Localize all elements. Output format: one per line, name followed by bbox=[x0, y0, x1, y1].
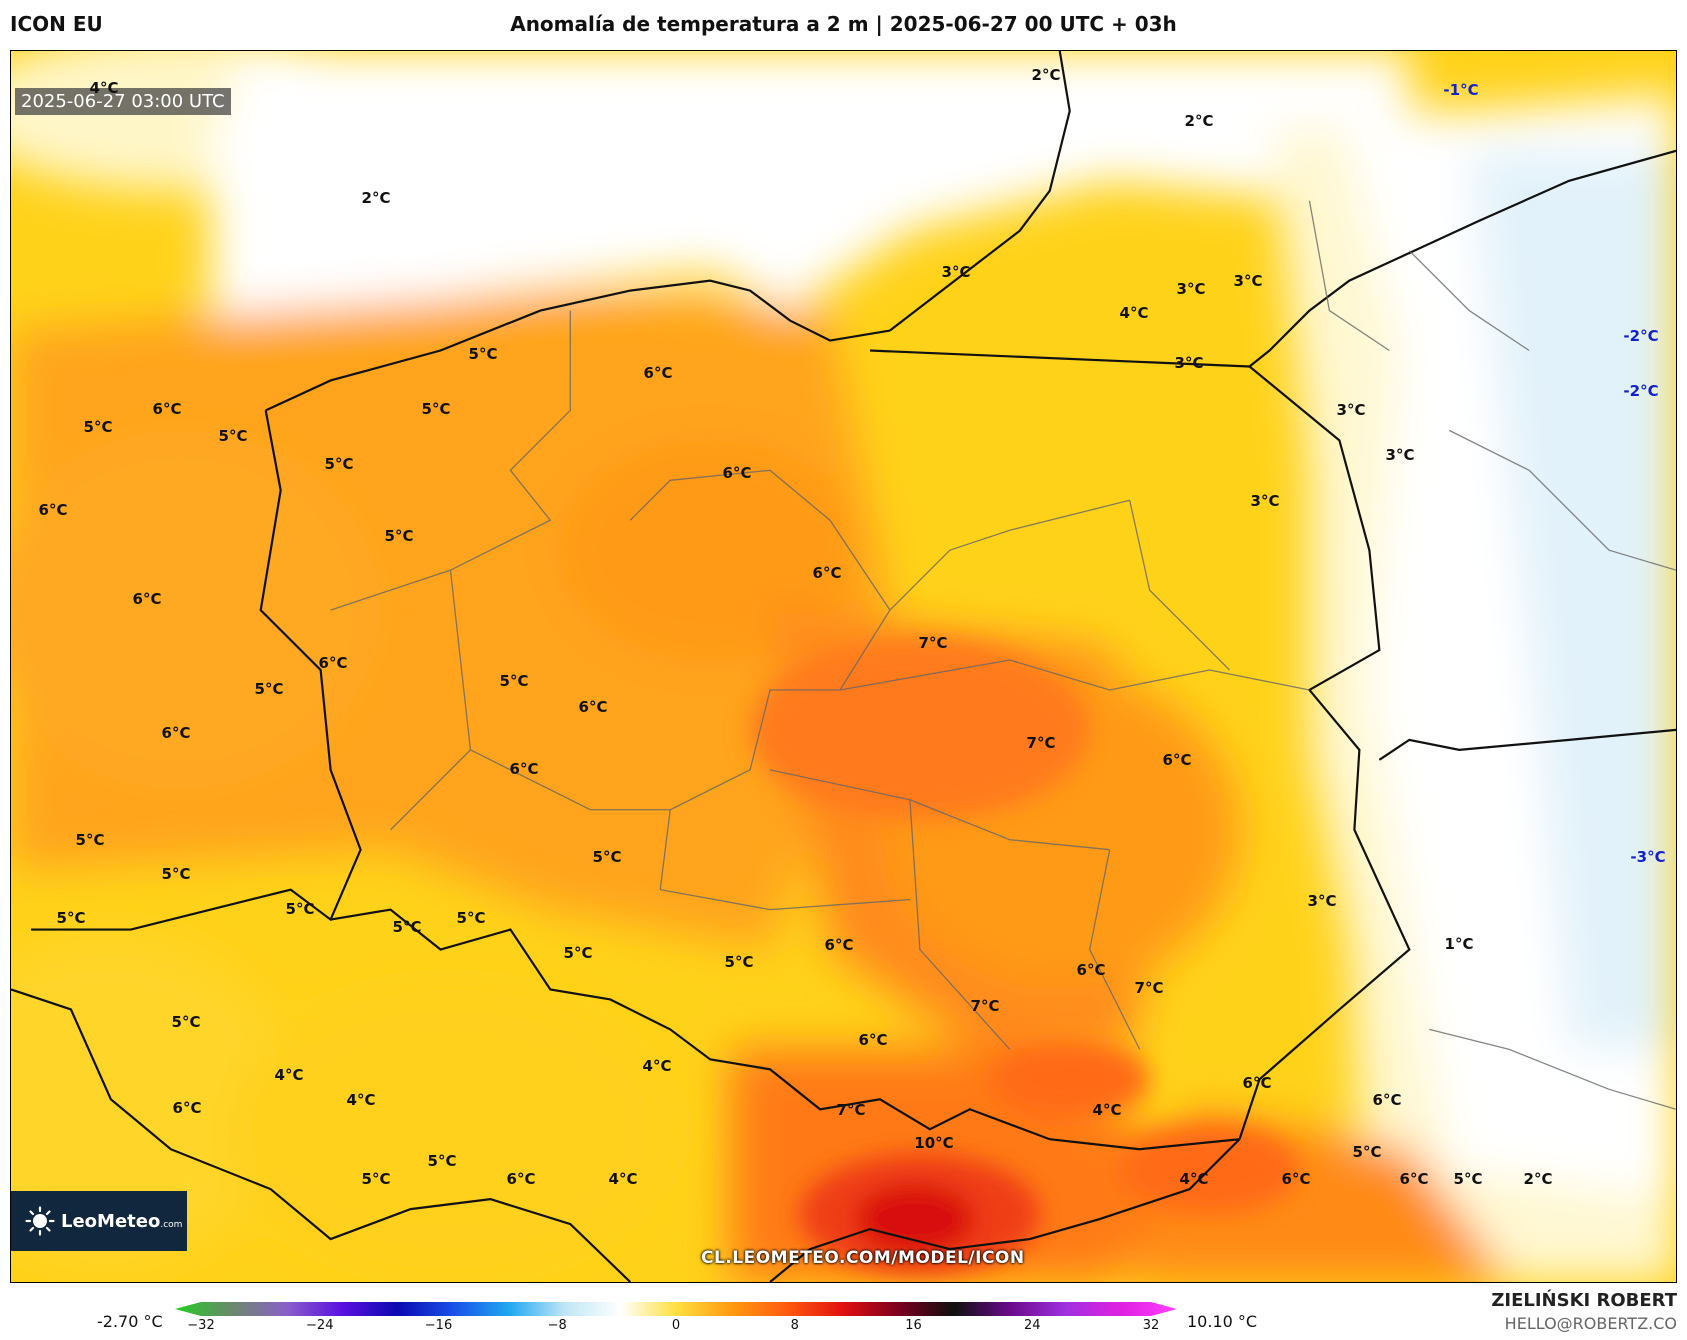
temperature-label: 2°C bbox=[361, 189, 391, 207]
colorbar-max-label: 10.10 °C bbox=[1187, 1312, 1258, 1331]
temperature-label: 6°C bbox=[858, 1031, 888, 1049]
temperature-label: 2°C bbox=[1184, 112, 1214, 130]
temperature-label: 3°C bbox=[1307, 892, 1337, 910]
colorbar-tick: 0 bbox=[671, 1318, 681, 1333]
temperature-label: 3°C bbox=[1176, 280, 1206, 298]
temperature-label: 2°C bbox=[1523, 1170, 1553, 1188]
colorbar-ticks: −32 −24 −16 −8 0 8 16 24 32 bbox=[0, 1318, 1687, 1338]
temperature-label: 4°C bbox=[274, 1066, 304, 1084]
temperature-label: 6°C bbox=[1281, 1170, 1311, 1188]
temperature-label: 4°C bbox=[1119, 304, 1149, 322]
temperature-label: 7°C bbox=[1026, 734, 1056, 752]
temperature-label: 3°C bbox=[941, 263, 971, 281]
temperature-label: -1°C bbox=[1443, 81, 1479, 99]
anomaly-field bbox=[11, 51, 1676, 1282]
colorbar-tick: −16 bbox=[424, 1318, 453, 1333]
temperature-label: 6°C bbox=[1076, 961, 1106, 979]
colorbar-tick: −32 bbox=[187, 1318, 215, 1333]
temperature-label: 4°C bbox=[1179, 1170, 1209, 1188]
colorbar-tick: 32 bbox=[1142, 1318, 1160, 1333]
temperature-label: 7°C bbox=[836, 1101, 866, 1119]
temperature-label: 6°C bbox=[509, 760, 539, 778]
model-name: ICON EU bbox=[10, 12, 103, 36]
temperature-label: 3°C bbox=[1233, 272, 1263, 290]
colorbar-tick: 8 bbox=[790, 1318, 799, 1333]
colorbar-tick: −8 bbox=[547, 1318, 567, 1333]
temperature-label: 5°C bbox=[83, 418, 113, 436]
temperature-label: 4°C bbox=[346, 1091, 376, 1109]
colorbar-tick: −24 bbox=[306, 1318, 334, 1333]
temperature-label: 5°C bbox=[592, 848, 622, 866]
temperature-label: 5°C bbox=[427, 1152, 457, 1170]
temperature-label: 5°C bbox=[724, 953, 754, 971]
temperature-label: 4°C bbox=[608, 1170, 638, 1188]
temperature-label: 6°C bbox=[152, 400, 182, 418]
temperature-label: 6°C bbox=[643, 364, 673, 382]
temperature-label: 5°C bbox=[218, 427, 248, 445]
temperature-label: 5°C bbox=[324, 455, 354, 473]
temperature-label: 5°C bbox=[421, 400, 451, 418]
temperature-label: -2°C bbox=[1623, 382, 1659, 400]
temperature-label: 3°C bbox=[1336, 401, 1366, 419]
temperature-label: 6°C bbox=[318, 654, 348, 672]
temperature-label: 6°C bbox=[1162, 751, 1192, 769]
temperature-label: 2°C bbox=[1031, 66, 1061, 84]
temperature-label: 5°C bbox=[392, 918, 422, 936]
temperature-label: 5°C bbox=[75, 831, 105, 849]
temperature-label: 6°C bbox=[506, 1170, 536, 1188]
temperature-label: 4°C bbox=[1092, 1101, 1122, 1119]
temperature-label: 5°C bbox=[361, 1170, 391, 1188]
source-url[interactable]: CL.LEOMETEO.COM/MODEL/ICON bbox=[701, 1248, 1025, 1268]
temperature-label: 4°C bbox=[89, 79, 119, 97]
temperature-label: 5°C bbox=[563, 944, 593, 962]
temperature-anomaly-map[interactable]: 2025-06-27 03:00 UTC 4°C 2°C 2°C 2°C -1°C 3°C… bbox=[10, 50, 1677, 1283]
colorbar-tick: 16 bbox=[905, 1318, 922, 1333]
colorbar bbox=[175, 1302, 1177, 1316]
temperature-label: 3°C bbox=[1250, 492, 1280, 510]
author-email[interactable]: HELLO@ROBERTZ.CO bbox=[1504, 1314, 1677, 1333]
temperature-label: 5°C bbox=[1453, 1170, 1483, 1188]
temperature-label: 7°C bbox=[970, 997, 1000, 1015]
temperature-label: 6°C bbox=[1242, 1074, 1272, 1092]
temperature-label: 5°C bbox=[285, 900, 315, 918]
valid-time-badge: 2025-06-27 03:00 UTC bbox=[15, 88, 231, 115]
temperature-label: 6°C bbox=[824, 936, 854, 954]
temperature-label: 7°C bbox=[918, 634, 948, 652]
temperature-label: 6°C bbox=[132, 590, 162, 608]
logo-text: LeoMeteo.com bbox=[61, 1210, 183, 1232]
temperature-label: 6°C bbox=[1399, 1170, 1429, 1188]
temperature-label: 7°C bbox=[1134, 979, 1164, 997]
temperature-label: 6°C bbox=[812, 564, 842, 582]
temperature-label: 1°C bbox=[1444, 935, 1474, 953]
temperature-label: 5°C bbox=[56, 909, 86, 927]
temperature-label: 6°C bbox=[1372, 1091, 1402, 1109]
leometeo-logo[interactable]: LeoMeteo.com bbox=[11, 1191, 187, 1251]
temperature-label: 3°C bbox=[1385, 446, 1415, 464]
temperature-label: 6°C bbox=[172, 1099, 202, 1117]
temperature-label: 5°C bbox=[161, 865, 191, 883]
temperature-label: -3°C bbox=[1630, 848, 1666, 866]
sun-logo-icon bbox=[25, 1206, 55, 1236]
temperature-label: 4°C bbox=[642, 1057, 672, 1075]
temperature-label: 5°C bbox=[456, 909, 486, 927]
temperature-label: 6°C bbox=[38, 501, 68, 519]
temperature-label: 5°C bbox=[468, 345, 498, 363]
author-name: ZIELIŃSKI ROBERT bbox=[1491, 1290, 1677, 1311]
temperature-label: -2°C bbox=[1623, 327, 1659, 345]
temperature-label: 3°C bbox=[1174, 354, 1204, 372]
temperature-label: 10°C bbox=[914, 1134, 954, 1152]
temperature-label: 5°C bbox=[1352, 1143, 1382, 1161]
map-title: Anomalía de temperatura a 2 m | 2025-06-… bbox=[510, 12, 1177, 36]
colorbar-tick: 24 bbox=[1023, 1318, 1041, 1333]
colorbar-min-label: -2.70 °C bbox=[97, 1312, 163, 1331]
temperature-label: 5°C bbox=[254, 680, 284, 698]
temperature-label: 5°C bbox=[499, 672, 529, 690]
temperature-label: 5°C bbox=[171, 1013, 201, 1031]
temperature-label: 5°C bbox=[384, 527, 414, 545]
temperature-label: 6°C bbox=[161, 724, 191, 742]
temperature-label: 6°C bbox=[578, 698, 608, 716]
temperature-label: 6°C bbox=[722, 464, 752, 482]
